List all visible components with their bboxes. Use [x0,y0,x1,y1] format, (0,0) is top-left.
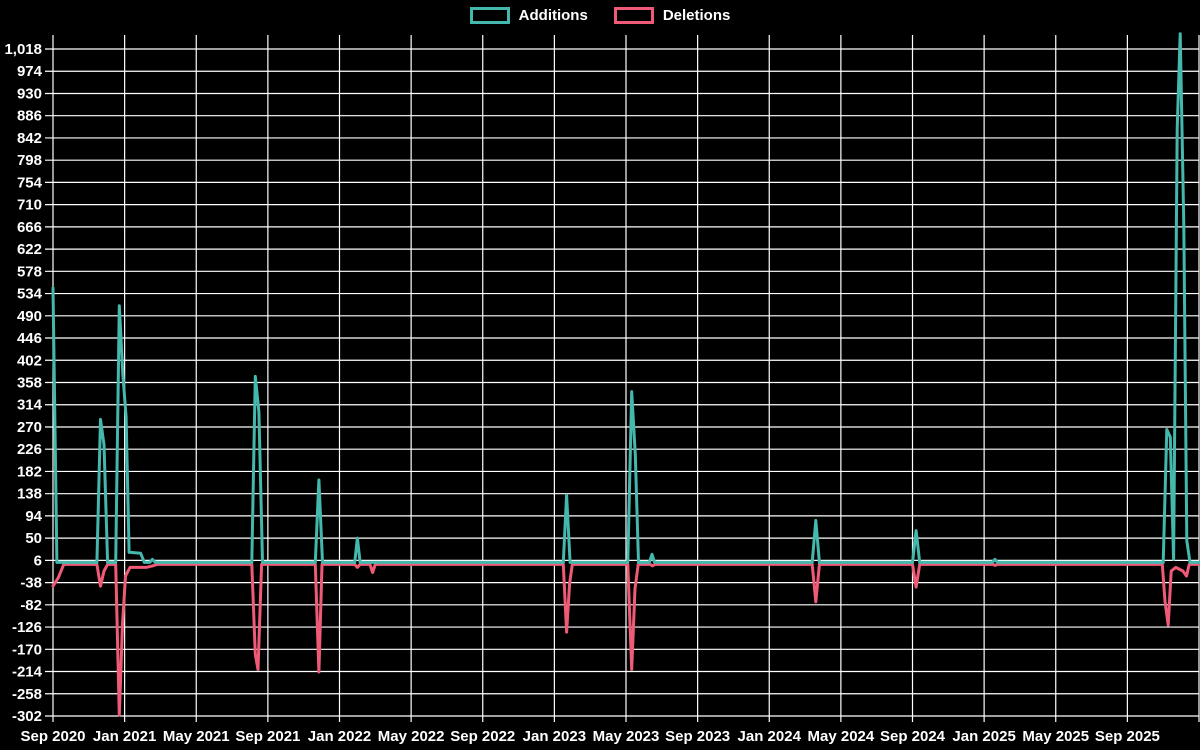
legend-item-deletions[interactable]: Deletions [613,7,731,24]
y-tick-label: 402 [17,352,42,369]
x-tick-label: Jan 2021 [93,728,156,745]
x-tick-label: Sep 2020 [20,728,85,745]
x-tick-label: Sep 2021 [235,728,300,745]
x-axis-tick-labels: Sep 2020 Jan 2021 May 2021 Sep 2021 Jan 2022… [20,728,1159,745]
legend-item-additions[interactable]: Additions [469,7,588,24]
y-tick-label: 666 [17,219,42,236]
deletions-legend-label: Deletions [662,7,731,24]
x-tick-label: Jan 2022 [308,728,371,745]
y-tick-label: -302 [12,708,42,725]
y-tick-label: 50 [25,530,42,547]
x-tick-label: May 2025 [1022,728,1089,745]
x-tick-label: May 2021 [163,728,230,745]
additions-swatch-icon [469,7,510,24]
y-tick-label: -38 [20,575,42,592]
x-tick-label: May 2023 [593,728,660,745]
y-tick-label: 358 [17,375,42,392]
chart-legend: Additions Deletions [0,7,1200,24]
additions-line [51,32,1200,564]
y-tick-label: 6 [34,552,42,569]
x-tick-label: May 2022 [378,728,445,745]
x-tick-label: Sep 2024 [880,728,946,745]
deletions-line [51,562,1200,717]
x-tick-label: Sep 2022 [450,728,515,745]
y-tick-label: 930 [17,85,42,102]
y-tick-label: 534 [17,286,43,303]
y-tick-label: 798 [17,152,42,169]
y-tick-label: -258 [12,686,42,703]
y-tick-label: 622 [17,241,42,258]
y-tick-label: 842 [17,130,42,147]
y-tick-label: 974 [17,63,43,80]
y-tick-label: -214 [12,664,43,681]
y-tick-label: 94 [25,508,42,525]
x-tick-label: Jan 2023 [523,728,586,745]
y-tick-label: 754 [17,174,43,191]
deletions-swatch-icon [613,7,654,24]
y-tick-label: 182 [17,463,42,480]
y-tick-label: 490 [17,308,42,325]
y-tick-label: 138 [17,486,42,503]
vertical-gridlines [52,35,1200,722]
y-axis-tick-labels: 1,018 974 930 886 842 798 754 710 666 622 578 534 49… [4,41,42,725]
series-lines [51,32,1200,717]
y-tick-label: 886 [17,108,42,125]
y-tick-label: -82 [20,597,42,614]
y-tick-label: 446 [17,330,42,347]
y-tick-label: 1,018 [4,41,42,58]
x-tick-label: May 2024 [808,728,875,745]
y-tick-label: -126 [12,619,42,636]
y-tick-label: 270 [17,419,42,436]
x-tick-label: Sep 2023 [665,728,730,745]
x-tick-label: Sep 2025 [1095,728,1160,745]
x-tick-label: Jan 2025 [952,728,1015,745]
x-tick-label: Jan 2024 [738,728,802,745]
y-tick-label: -170 [12,641,42,658]
y-tick-label: 314 [17,397,43,414]
y-tick-label: 226 [17,441,42,458]
y-tick-label: 710 [17,197,42,214]
horizontal-gridlines [45,48,1199,717]
y-tick-label: 578 [17,263,42,280]
additions-legend-label: Additions [518,7,588,24]
